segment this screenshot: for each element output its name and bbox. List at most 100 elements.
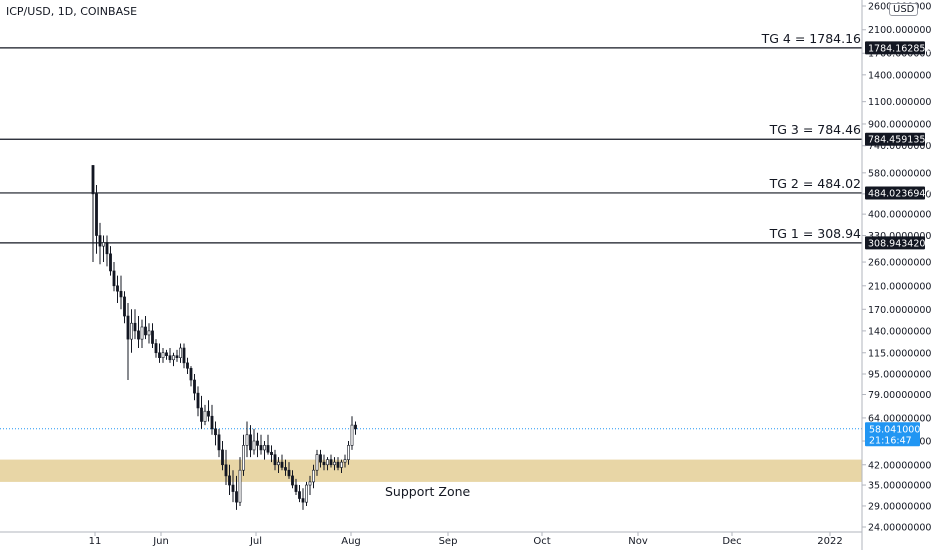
- support-zone-label: Support Zone: [385, 484, 471, 499]
- candle-body: [231, 484, 235, 492]
- candle-body: [319, 454, 322, 463]
- candle-body: [186, 362, 189, 369]
- currency-badge[interactable]: USD: [889, 3, 919, 16]
- candle-body: [273, 454, 277, 466]
- candle-body: [130, 322, 133, 340]
- price-axis: 2600.000000002100.000000001700.000000001…: [862, 2, 932, 534]
- candle: [102, 235, 105, 263]
- candle-body: [224, 464, 228, 477]
- candle: [312, 464, 315, 489]
- candle-body: [158, 352, 161, 359]
- candle: [116, 275, 119, 303]
- candle-body: [119, 290, 123, 298]
- candle: [249, 425, 252, 458]
- candle-body: [102, 242, 105, 247]
- horizontal-target-lines: [0, 47, 862, 244]
- candle-body: [140, 326, 144, 340]
- price-tick-label: 1400.00000000: [868, 70, 932, 81]
- candle: [126, 302, 130, 381]
- candle: [98, 222, 102, 265]
- candle-body: [165, 352, 168, 357]
- price-tick-label: 740.00000000: [868, 141, 932, 152]
- candle: [340, 459, 343, 474]
- candle-body: [105, 242, 109, 255]
- candle-body: [259, 445, 263, 451]
- target-price-tag-text: 1784.16285258: [868, 43, 932, 54]
- candle: [203, 404, 207, 426]
- candle: [354, 421, 357, 435]
- candle: [105, 235, 109, 267]
- candle: [137, 316, 140, 349]
- price-tick-label: 24.00000000: [868, 523, 931, 534]
- candle-body: [133, 322, 137, 332]
- candle: [165, 349, 168, 360]
- candle: [238, 457, 242, 506]
- target-label: TG 4 = 1784.16: [761, 30, 861, 46]
- time-tick-label: Aug: [341, 536, 361, 547]
- candle: [319, 449, 322, 468]
- candle: [231, 470, 235, 503]
- candle-body: [203, 410, 207, 422]
- candle-body: [228, 475, 231, 486]
- candle: [301, 488, 305, 510]
- candle: [200, 395, 203, 429]
- candle-body: [175, 355, 179, 359]
- price-tick-label: 79.00000000: [868, 390, 931, 401]
- candle-body: [347, 445, 350, 460]
- target-label: TG 3 = 784.46: [769, 122, 861, 138]
- candle-body: [98, 235, 102, 247]
- candle: [179, 343, 182, 363]
- candle-body: [217, 434, 221, 451]
- candle-body: [123, 296, 126, 317]
- candle: [347, 441, 350, 465]
- candle-body: [147, 330, 151, 336]
- candle-body: [354, 424, 357, 430]
- symbol-title: ICP/USD, 1D, COINBASE: [6, 5, 138, 18]
- candle-body: [284, 467, 287, 471]
- candle: [221, 441, 224, 471]
- last-price-tag-countdown: 21:16:47: [869, 435, 912, 446]
- candle-body: [329, 459, 333, 466]
- candle: [298, 485, 301, 503]
- candle-body: [179, 347, 182, 359]
- candle-body: [200, 407, 203, 422]
- candle: [158, 343, 161, 363]
- candle-body: [245, 434, 249, 446]
- candle-body: [315, 454, 319, 471]
- candle: [189, 366, 193, 387]
- candle: [196, 386, 200, 417]
- time-tick-label: Jul: [249, 536, 262, 547]
- candle-body: [350, 424, 354, 446]
- candle-body: [221, 449, 224, 466]
- candle-body: [109, 253, 112, 272]
- candle: [270, 445, 273, 463]
- candle-body: [340, 461, 343, 468]
- support-zone-band: [0, 459, 862, 482]
- candle: [228, 464, 231, 496]
- candle-body: [336, 461, 340, 468]
- candle: [217, 428, 221, 458]
- candle-body: [154, 343, 158, 354]
- candle-body: [144, 326, 147, 336]
- target-label: TG 2 = 484.02: [769, 175, 861, 191]
- price-tick-label: 260.00000000: [868, 258, 932, 269]
- candle: [350, 416, 354, 450]
- candle-body: [301, 498, 305, 503]
- candle: [144, 316, 147, 340]
- candle-body: [193, 379, 196, 394]
- candle-body: [249, 434, 252, 451]
- candle: [315, 449, 319, 476]
- candle-body: [112, 270, 116, 287]
- candle-body: [126, 315, 130, 340]
- candle: [161, 348, 165, 363]
- candle: [224, 449, 228, 486]
- candle-body: [116, 285, 119, 292]
- candle: [207, 400, 210, 422]
- candle-body: [214, 428, 217, 436]
- candle: [305, 481, 308, 506]
- price-tick-label: 95.00000000: [868, 370, 931, 381]
- last-price-tag-value: 58.04100000: [869, 424, 932, 435]
- candle: [322, 454, 326, 471]
- candle-body: [291, 475, 294, 486]
